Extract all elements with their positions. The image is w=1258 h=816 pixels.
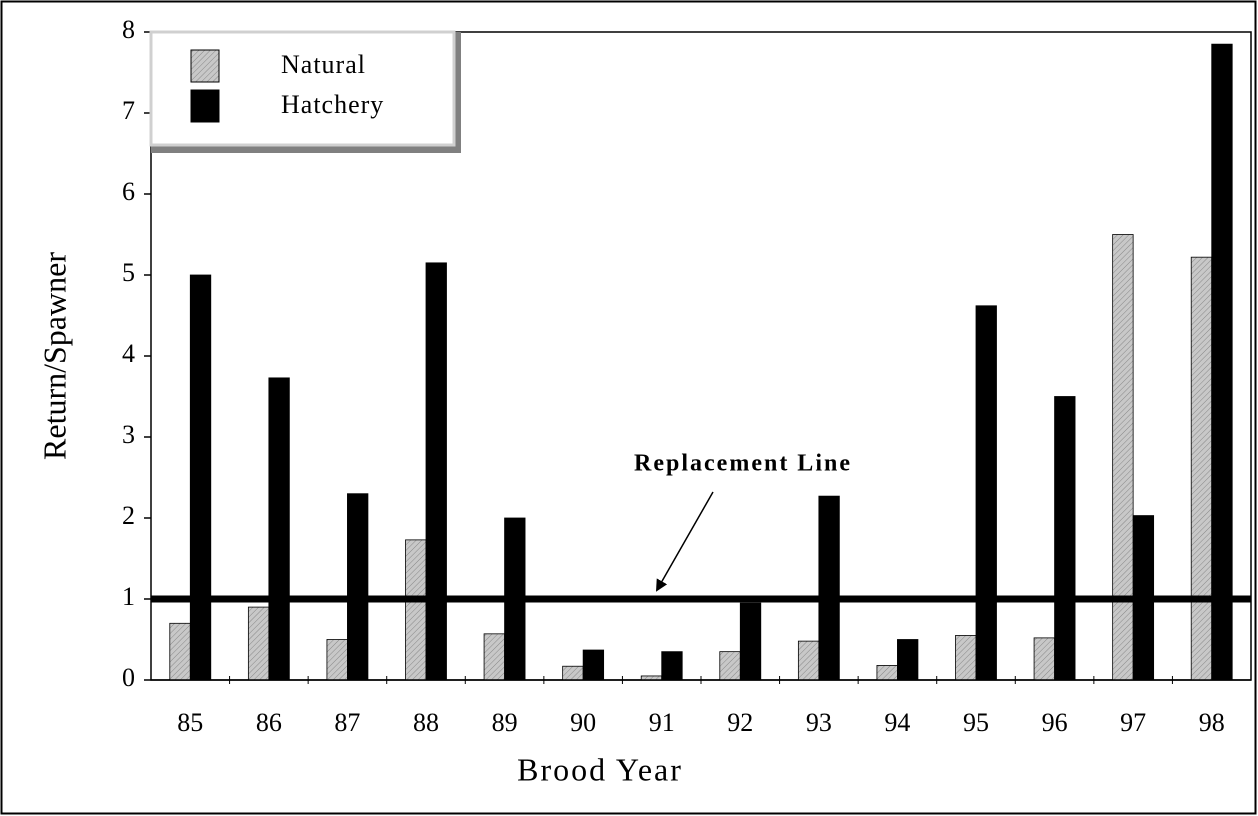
- bar: [169, 622, 191, 681]
- bar: [483, 633, 505, 681]
- x-tick-label: 86: [256, 708, 282, 737]
- bar: [797, 640, 820, 681]
- x-tick-label: 87: [334, 708, 360, 737]
- legend-swatch: [190, 49, 220, 83]
- bar: [975, 305, 997, 681]
- bar: [247, 606, 270, 681]
- x-tick-label: 97: [1120, 708, 1146, 737]
- reference-arrow: [656, 491, 714, 592]
- legend-label: Hatchery: [281, 90, 384, 119]
- y-tick-label: 0: [122, 663, 135, 692]
- bar: [1112, 234, 1134, 681]
- bar: [1190, 256, 1213, 681]
- y-tick-label: 3: [122, 420, 135, 449]
- y-tick-label: 7: [122, 96, 135, 125]
- x-tick-label: 85: [177, 708, 203, 737]
- x-tick-label: 88: [413, 708, 439, 737]
- y-axis-label: Return/Spawner: [36, 252, 72, 460]
- x-tick-label: 89: [492, 708, 518, 737]
- legend-swatch: [190, 89, 220, 123]
- bar: [818, 495, 840, 681]
- bar: [189, 274, 212, 681]
- bar: [268, 377, 290, 681]
- bar: [582, 649, 605, 681]
- bar: [425, 262, 447, 681]
- bar: [1211, 43, 1233, 681]
- reference-label: Replacement Line: [634, 451, 852, 477]
- x-tick-label: 94: [884, 708, 910, 737]
- bar: [326, 639, 348, 681]
- y-tick-label: 4: [122, 339, 135, 368]
- y-tick-label: 2: [122, 501, 135, 530]
- x-tick-label: 92: [727, 708, 753, 737]
- bar: [562, 665, 584, 681]
- y-tick-label: 8: [122, 15, 135, 44]
- x-axis-label: Brood Year: [517, 751, 683, 787]
- x-tick-label: 98: [1199, 708, 1225, 737]
- x-tick-label: 90: [570, 708, 596, 737]
- bar: [1054, 396, 1076, 681]
- x-tick-label: 93: [806, 708, 832, 737]
- bar: [347, 493, 369, 681]
- y-tick-label: 6: [122, 177, 135, 206]
- bar: [405, 539, 427, 681]
- bar: [719, 651, 741, 681]
- legend: Natural Hatchery: [149, 30, 461, 153]
- legend-box: [149, 30, 456, 147]
- y-tick-label: 5: [122, 258, 135, 287]
- bar: [661, 651, 683, 681]
- x-tick-label: 95: [963, 708, 989, 737]
- y-tick-label: 1: [122, 582, 135, 611]
- legend-label: Natural: [281, 50, 366, 79]
- bar: [897, 639, 919, 681]
- bar: [1033, 637, 1055, 681]
- bar: [955, 635, 977, 681]
- x-tick-label: 96: [1042, 708, 1068, 737]
- bar: [739, 602, 762, 681]
- bar: [876, 665, 898, 681]
- x-tick-label: 91: [649, 708, 675, 737]
